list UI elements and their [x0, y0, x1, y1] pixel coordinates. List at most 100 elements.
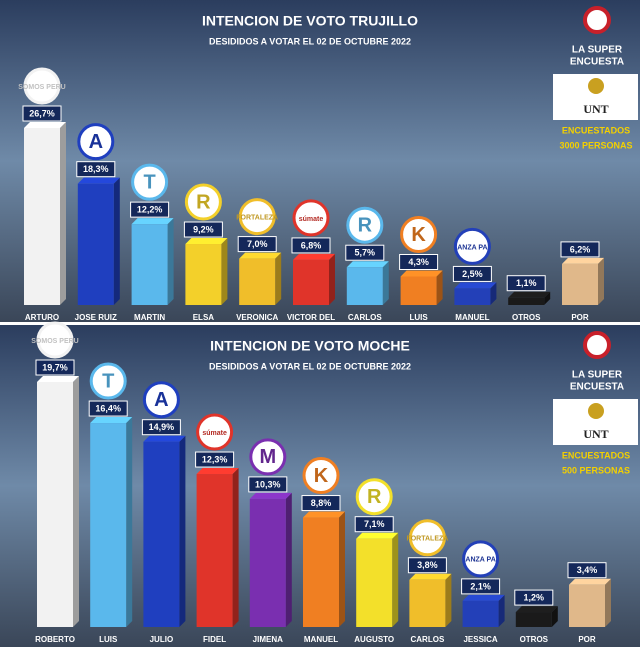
bar [90, 423, 127, 627]
x-tick-label: LUIS [99, 635, 118, 644]
bar-side [232, 468, 239, 627]
brand-logo [583, 6, 611, 34]
x-tick-label: OTROS [520, 635, 549, 644]
party-logo-text: R [367, 486, 382, 508]
value-label-box [560, 241, 600, 258]
brand-text: ENCUESTA [570, 382, 624, 393]
bar-side [126, 417, 133, 627]
bar-top [454, 282, 497, 289]
value-label-box [452, 265, 492, 282]
bar-side [436, 270, 443, 305]
brand-logo [583, 331, 611, 359]
party-logo [238, 198, 276, 236]
bar-top [356, 532, 399, 539]
x-tick-label: JOSE RUIZ [75, 313, 117, 322]
value-label: 7,1% [364, 519, 385, 529]
value-label-box [76, 161, 116, 178]
bar-top [569, 578, 611, 585]
university-crest [588, 403, 604, 419]
party-logo [89, 362, 127, 400]
chart-title: INTENCION DE VOTO MOCHE [210, 338, 410, 354]
value-label-box [248, 476, 288, 493]
bar-side [382, 261, 389, 305]
bar-top [239, 252, 282, 259]
party-logo [462, 540, 500, 578]
bar-top [462, 594, 505, 601]
value-label-box [237, 236, 277, 253]
party-logo-text: K [411, 224, 426, 246]
value-label-box [195, 451, 235, 468]
x-tick-label: VERONICA [236, 313, 278, 322]
bar-side [498, 594, 505, 627]
party-logo [453, 227, 491, 265]
value-label: 5,7% [355, 248, 376, 258]
value-label: 3,8% [417, 560, 438, 570]
party-logo [77, 123, 115, 161]
bar [515, 612, 552, 627]
bar [239, 258, 276, 305]
x-tick-label: MANUEL [304, 635, 338, 644]
bar [77, 183, 114, 305]
bar-top [409, 573, 452, 580]
bar-top [185, 238, 228, 245]
brand-text: ENCUESTA [570, 57, 624, 68]
value-label-box [567, 562, 607, 579]
bar-side [221, 238, 228, 305]
bar-top [346, 261, 389, 268]
bar [249, 498, 286, 627]
bar-top [293, 253, 335, 260]
divider [0, 322, 640, 325]
party-logo-text: SOMOS PERU [31, 338, 78, 345]
bar [409, 579, 446, 627]
value-label-box [345, 244, 385, 261]
chart-subtitle: DESIDIDOS A VOTAR EL 02 DE OCTUBRE 2022 [209, 36, 411, 46]
bar-side [392, 532, 399, 627]
bar [143, 441, 180, 627]
value-label-box [301, 495, 341, 512]
brand-text: LA SUPER [572, 370, 623, 381]
party-logo-text: súmate [202, 430, 227, 437]
bar [24, 128, 60, 305]
bar-top [508, 291, 551, 298]
party-logo-text: SOMOS PERU [18, 84, 65, 91]
value-label: 4,3% [408, 257, 429, 267]
bar-side [329, 253, 335, 305]
x-tick-label: OTROS [512, 313, 541, 322]
party-logo [196, 413, 234, 451]
chart-subtitle: DESIDIDOS A VOTAR EL 02 DE OCTUBRE 2022 [209, 361, 411, 371]
bar [185, 244, 222, 305]
bar-side [275, 252, 282, 305]
bar-side [605, 578, 611, 627]
x-tick-label: VICTOR DEL [287, 313, 335, 322]
party-logo [142, 381, 180, 419]
bar [303, 517, 339, 627]
x-tick-label: JIMENA [253, 635, 283, 644]
value-label: 19,7% [42, 362, 68, 372]
university-name: UNT [583, 102, 608, 116]
bar-top [131, 218, 174, 225]
x-tick-label: ARTURO [25, 313, 59, 322]
university-name: UNT [583, 427, 608, 441]
party-logo [346, 206, 384, 244]
value-label-box [130, 201, 170, 218]
value-label: 1,1% [516, 278, 537, 288]
party-logo-text: A [89, 131, 103, 153]
value-label-box [461, 578, 501, 595]
bar [356, 538, 393, 627]
value-label: 16,4% [95, 403, 121, 413]
brand-text: LA SUPER [572, 45, 623, 56]
bar [562, 263, 598, 305]
bar-top [90, 417, 133, 424]
bar [462, 600, 499, 627]
value-label: 9,2% [193, 224, 214, 234]
value-label-box [183, 221, 223, 238]
value-label-box [141, 419, 181, 436]
value-label-box [291, 237, 331, 254]
bar [508, 297, 545, 305]
university-crest [588, 78, 604, 94]
bar [569, 584, 605, 627]
value-label: 12,2% [137, 204, 163, 214]
chart-title: INTENCION DE VOTO TRUJILLO [202, 13, 418, 29]
bar-top [143, 435, 186, 442]
party-logo [36, 321, 74, 359]
